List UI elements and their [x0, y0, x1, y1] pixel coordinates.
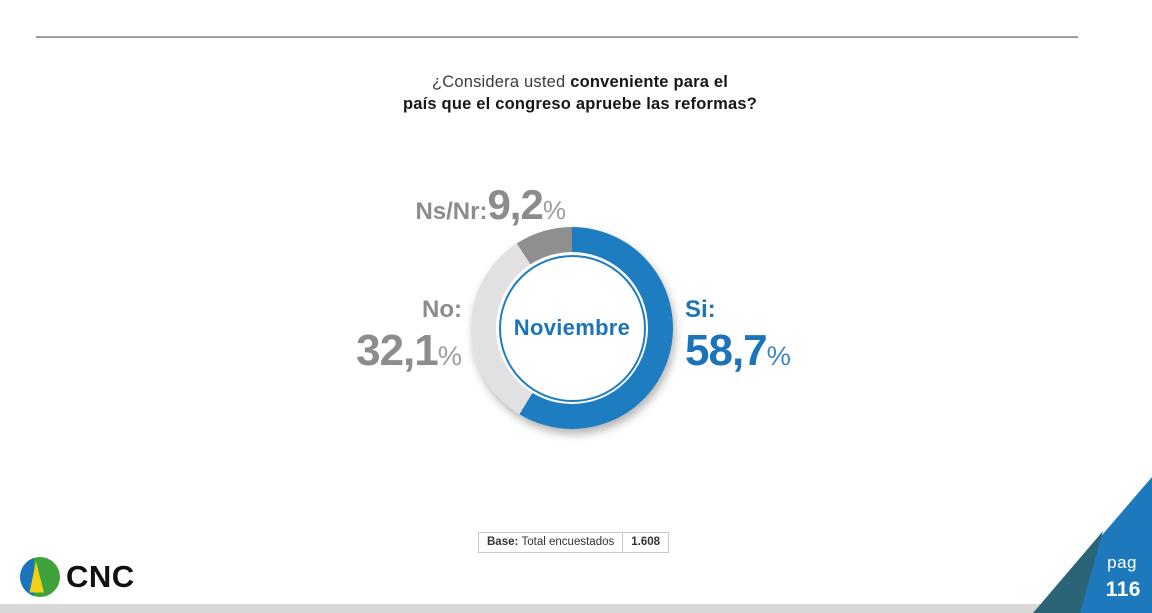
nsnr-value-number: 9,2 [487, 181, 543, 228]
page-corner: pag 116 [1032, 473, 1152, 613]
no-percent-sign: % [437, 340, 462, 371]
corner-triangles [1033, 477, 1152, 613]
no-value-number: 32,1 [356, 326, 439, 375]
label-no: No: 32,1% [356, 296, 462, 376]
nsnr-category-label: Ns/Nr: [415, 198, 488, 225]
label-nsnr: Ns/Nr: 9,2% [415, 181, 566, 229]
base-value-cell: 1.608 [623, 532, 670, 553]
label-si: Si: 58,7% [685, 296, 791, 376]
donut-inner-circle: Noviembre [498, 254, 646, 402]
base-label-cell: Base: Total encuestados [478, 532, 624, 553]
page-number: 116 [1105, 578, 1141, 601]
brand-name: CNC [66, 559, 135, 594]
title-line1-regular: ¿Considera usted [431, 73, 566, 91]
donut-center-label: Noviembre [513, 315, 631, 340]
si-percent-sign: % [766, 340, 791, 371]
donut-chart: Noviembre [471, 227, 673, 429]
title-line-1: ¿Considera usted conveniente para el [0, 71, 1152, 93]
brand-logo: CNC [20, 557, 135, 597]
si-value-number: 58,7 [685, 326, 768, 375]
nsnr-percent-sign: % [542, 195, 566, 225]
base-box: Base: Total encuestados 1.608 [478, 532, 670, 553]
base-label-bold: Base: [487, 536, 519, 548]
page-label: pag [1107, 553, 1137, 572]
si-category-label: Si: [685, 296, 716, 323]
cnc-logo-icon [20, 557, 60, 597]
title-line1-bold: conveniente para el [570, 73, 729, 91]
si-value: 58,7% [685, 326, 791, 375]
question-title: ¿Considera usted conveniente para el paí… [0, 71, 1152, 115]
no-category-label: No: [422, 296, 462, 323]
base-label-regular: Total encuestados [521, 536, 615, 548]
top-divider-line [36, 36, 1078, 38]
title-line-2: país que el congreso apruebe las reforma… [402, 95, 758, 113]
bottom-strip [0, 604, 1152, 613]
no-value: 32,1% [356, 326, 462, 375]
nsnr-value: 9,2% [487, 181, 566, 229]
